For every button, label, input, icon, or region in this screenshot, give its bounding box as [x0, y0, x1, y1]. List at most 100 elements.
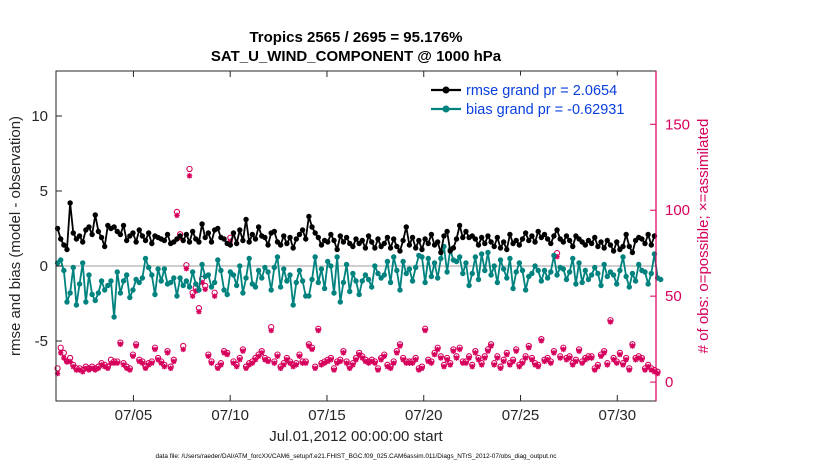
y-left-tick-label: 5: [40, 183, 48, 200]
rmse-point: [513, 237, 519, 244]
rmse-point: [315, 234, 322, 241]
obs-assimilated-point: [400, 357, 406, 363]
bias-point: [58, 257, 64, 263]
bias-point: [648, 270, 654, 277]
bias-point: [469, 270, 475, 277]
bias-point: [255, 267, 262, 274]
bias-point: [306, 293, 312, 299]
bias-point: [265, 269, 271, 275]
obs-assimilated-point: [617, 351, 623, 358]
rmse-point: [434, 239, 441, 245]
obs-assimilated-point: [623, 357, 629, 363]
rmse-point: [419, 246, 425, 253]
obs-assimilated-point: [249, 360, 256, 366]
obs-assimilated-point: [560, 346, 567, 353]
bias-point: [120, 278, 127, 284]
bias-point: [246, 255, 252, 262]
bias-point: [61, 267, 67, 274]
obs-assimilated-point: [158, 360, 164, 366]
obs-assimilated-point: [598, 353, 604, 360]
bias-point: [369, 284, 375, 290]
obs-assimilated-point: [271, 360, 278, 366]
obs-assimilated-point: [108, 360, 114, 366]
obs-assimilated-point: [651, 369, 658, 375]
rmse-point: [262, 234, 268, 241]
obs-assimilated-point: [522, 355, 529, 361]
obs-assimilated-point: [309, 346, 315, 353]
rmse-point: [592, 234, 598, 241]
obs-assimilated-point: [117, 341, 124, 347]
bias-point: [444, 269, 450, 275]
rmse-point: [215, 225, 221, 232]
rmse-point: [177, 233, 183, 239]
bias-point: [485, 249, 491, 256]
obs-assimilated-point: [101, 363, 108, 370]
bias-point: [95, 290, 102, 296]
bias-point: [576, 260, 582, 266]
obs-assimilated-point: [422, 327, 428, 334]
bias-point: [340, 279, 347, 286]
obs-assimilated-point: [347, 365, 353, 372]
rmse-point: [281, 233, 287, 239]
rmse-point: [416, 237, 422, 244]
obs-assimilated-point: [412, 357, 419, 363]
obs-assimilated-point: [582, 357, 589, 363]
rmse-point: [522, 230, 529, 236]
obs-assimilated-point: [570, 362, 576, 368]
bias-point: [76, 281, 83, 287]
bias-point: [64, 299, 70, 305]
obs-assimilated-point: [538, 338, 545, 344]
obs-assimilated-point: [246, 362, 252, 368]
obs-assimilated-point: [654, 370, 661, 377]
bias-point: [579, 279, 585, 286]
obs-assimilated-point: [431, 351, 438, 358]
rmse-point: [64, 246, 70, 253]
bias-point: [491, 263, 497, 269]
obs-assimilated-point: [199, 279, 205, 286]
bias-point: [237, 263, 243, 269]
obs-assimilated-point: [252, 357, 259, 363]
obs-assimilated-point: [460, 360, 466, 366]
bias-point: [277, 284, 284, 290]
obs-assimilated-point: [551, 350, 557, 356]
bias-point: [456, 254, 463, 260]
obs-assimilated-point: [601, 350, 607, 356]
bias-point: [271, 264, 278, 271]
legend-bias-marker: [442, 105, 450, 113]
obs-assimilated-point: [447, 362, 453, 368]
bias-point: [431, 260, 438, 266]
obs-assimilated-point: [136, 358, 142, 365]
bias-point: [171, 275, 177, 281]
obs-assimilated-point: [306, 343, 312, 349]
obs-assimilated-point: [343, 360, 350, 366]
rmse-point: [541, 231, 548, 238]
rmse-point: [544, 236, 551, 242]
rmse-point: [353, 236, 359, 242]
bias-point: [463, 260, 469, 266]
obs-assimilated-point: [328, 357, 334, 363]
rmse-point: [535, 228, 541, 235]
rmse-point: [563, 233, 570, 239]
rmse-point: [497, 245, 504, 251]
bias-point: [240, 290, 246, 296]
obs-assimilated-point: [595, 363, 601, 370]
bias-point: [544, 275, 551, 281]
bias-point: [180, 282, 186, 289]
rmse-point: [369, 239, 375, 245]
bias-point: [365, 276, 372, 283]
bias-point: [497, 257, 504, 263]
rmse-point: [237, 227, 243, 233]
legend-bias-label: bias grand pr = -0.62931: [466, 102, 624, 118]
rmse-point: [303, 236, 309, 242]
rmse-point: [453, 236, 460, 242]
y-right-tick-label: 50: [665, 288, 682, 305]
obs-assimilated-point: [89, 365, 95, 372]
bias-point: [296, 267, 303, 274]
obs-assimilated-point: [497, 365, 504, 372]
bias-point: [554, 272, 560, 278]
rmse-point: [142, 237, 149, 244]
obs-assimilated-point: [588, 355, 595, 361]
chart-title-line1: Tropics 2565 / 2695 = 95.176%: [249, 29, 462, 46]
obs-assimilated-point: [444, 357, 450, 363]
bias-point: [560, 266, 567, 272]
